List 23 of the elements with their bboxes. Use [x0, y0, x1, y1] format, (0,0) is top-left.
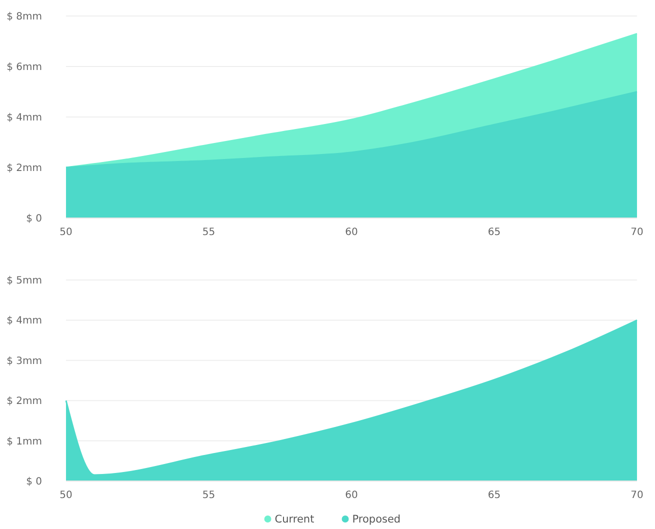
y-tick-label: $ 4mm: [6, 112, 42, 124]
x-tick-label: 65: [488, 490, 501, 501]
x-tick-label: 50: [60, 227, 72, 238]
x-tick-label: 60: [345, 490, 358, 501]
legend-label: Proposed: [352, 514, 401, 526]
x-tick-label: 55: [202, 227, 216, 238]
y-tick-label: $ 2mm: [6, 396, 42, 408]
legend-label: Current: [274, 514, 314, 526]
x-tick-label: 70: [630, 490, 644, 501]
y-tick-label: $ 0: [26, 214, 42, 224]
y-tick-label: $ 5mm: [6, 276, 42, 286]
y-tick-label: $ 1mm: [6, 436, 42, 448]
y-tick-label: $ 2mm: [6, 163, 42, 174]
y-tick-label: $ 6mm: [6, 62, 42, 73]
x-tick-label: 50: [60, 490, 72, 501]
x-tick-label: 65: [488, 227, 501, 238]
y-tick-label: $ 4mm: [6, 316, 42, 327]
x-tick-label: 60: [345, 227, 358, 238]
y-tick-label: $ 3mm: [6, 356, 42, 367]
y-tick-label: $ 8mm: [6, 12, 42, 22]
x-tick-label: 55: [202, 490, 216, 501]
y-tick-label: $ 0: [26, 476, 42, 488]
x-tick-label: 70: [630, 227, 644, 238]
